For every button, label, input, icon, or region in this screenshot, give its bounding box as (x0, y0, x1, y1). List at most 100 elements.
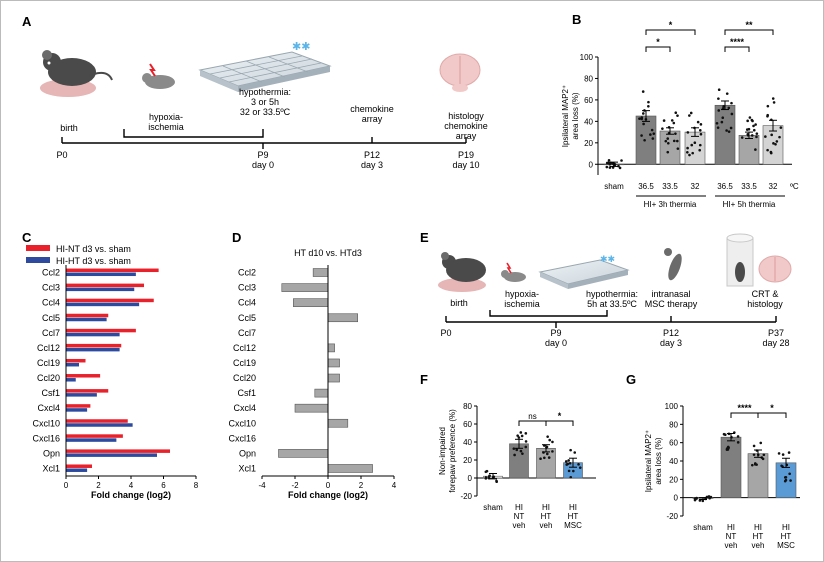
data-point (641, 90, 645, 93)
category-label: Ccl3 (42, 283, 60, 293)
data-point (774, 143, 777, 146)
y-axis-label: Ipsilateral MAP2⁺area loss (%) (561, 85, 580, 147)
data-point (608, 166, 612, 169)
unit-label: ºC (790, 182, 799, 191)
data-point (708, 496, 711, 500)
bar (66, 453, 157, 457)
y-tick-label: 40 (669, 457, 678, 466)
y-tick-label: 80 (463, 402, 472, 411)
chart-c-fold-change: HI-NT d3 vs. sham HI-HT d3 vs. sham Ccl2 Cc… (26, 244, 199, 500)
tick-p12: P12 day 3 (361, 150, 383, 170)
y-axis-label: Ipsilateral MAP2⁺area loss (%) (644, 430, 663, 492)
category-label: Ccl2 (42, 268, 60, 278)
bar (66, 298, 154, 303)
category-label: Cxcl16 (228, 433, 256, 443)
category-label: 36.5 (717, 182, 733, 191)
cooling-plate-icon: ✱✱ (198, 40, 332, 92)
x-tick-label: 4 (392, 481, 397, 490)
data-point (725, 129, 728, 132)
event-histology: histology chemokine array (444, 111, 488, 141)
data-point (551, 440, 554, 444)
category-label: Cxcl16 (32, 433, 60, 443)
legend-label: HI-HT d3 vs. sham (56, 256, 131, 266)
snowflake-icon: ✱✱ (292, 40, 310, 53)
bar (66, 343, 122, 348)
tick-p9: P9 day 0 (545, 328, 567, 348)
data-point (521, 452, 524, 455)
data-point (769, 151, 773, 155)
data-point (771, 97, 775, 100)
data-point (764, 135, 767, 138)
significance-bracket (757, 412, 787, 418)
data-point (519, 449, 523, 453)
data-point (543, 456, 546, 460)
bar (327, 418, 349, 428)
data-point (567, 469, 571, 473)
y-tick-label: 40 (463, 438, 472, 447)
data-point (736, 435, 740, 438)
data-point (722, 105, 725, 108)
data-point (484, 476, 488, 479)
hypothermia-bracket (123, 129, 264, 138)
panel-label-e: E (420, 230, 429, 245)
event-chemokine-array: chemokine array (350, 104, 394, 124)
data-point (661, 127, 664, 130)
y-tick-label: -20 (666, 512, 678, 521)
data-point (545, 452, 549, 456)
category-label: HI HT veh (540, 503, 553, 530)
category-label: Cxcl10 (32, 418, 60, 428)
tick-p37: P37 day 28 (762, 328, 789, 348)
data-point (727, 106, 731, 110)
data-point (772, 142, 775, 145)
bar (66, 419, 128, 423)
data-point (620, 159, 623, 162)
data-point (783, 476, 787, 479)
y-tick-label: 80 (669, 420, 678, 429)
data-point (766, 104, 770, 108)
data-point (754, 123, 757, 126)
data-point (676, 139, 679, 143)
group-label: HI+ 3h thermia (644, 200, 697, 209)
chart-d-fold-change: HT d10 vs. HTd3 Ccl2 Ccl3 Ccl4 Ccl5 Ccl7 Ccl12… (228, 248, 396, 500)
data-point (638, 117, 641, 120)
bar (66, 283, 144, 288)
snowflake-icon: ✱✱ (600, 255, 615, 265)
category-label: 32 (691, 182, 700, 191)
data-point (698, 128, 702, 132)
data-point (729, 126, 733, 130)
bar (66, 347, 120, 352)
data-point (674, 132, 677, 135)
data-point (779, 126, 783, 129)
category-label: Csf1 (237, 388, 256, 398)
y-tick-label: 100 (580, 53, 594, 62)
category-label: Ccl19 (37, 358, 60, 368)
panel-label-c: C (22, 230, 32, 245)
data-point (643, 138, 646, 142)
tick-p0: P0 (56, 150, 67, 160)
data-point (524, 445, 528, 449)
significance-label: **** (730, 37, 745, 47)
data-point (670, 119, 674, 122)
data-point (567, 459, 570, 462)
category-label: sham (483, 503, 503, 512)
data-point (759, 441, 763, 445)
data-point (548, 438, 551, 442)
bar (536, 447, 556, 479)
panel-label-f: F (420, 372, 428, 387)
bar (66, 358, 86, 363)
mother-mouse-icon (40, 50, 113, 97)
y-tick-label: 20 (669, 475, 678, 484)
data-point (690, 143, 694, 147)
bar (66, 328, 136, 333)
data-point (520, 434, 524, 438)
significance-bracket (645, 46, 671, 52)
data-point (784, 478, 788, 482)
data-point (641, 112, 645, 115)
category-label: 33.5 (662, 182, 678, 191)
data-point (698, 143, 702, 147)
bar (66, 389, 109, 393)
data-point (516, 434, 519, 437)
bar (327, 373, 340, 383)
data-point (775, 140, 779, 143)
